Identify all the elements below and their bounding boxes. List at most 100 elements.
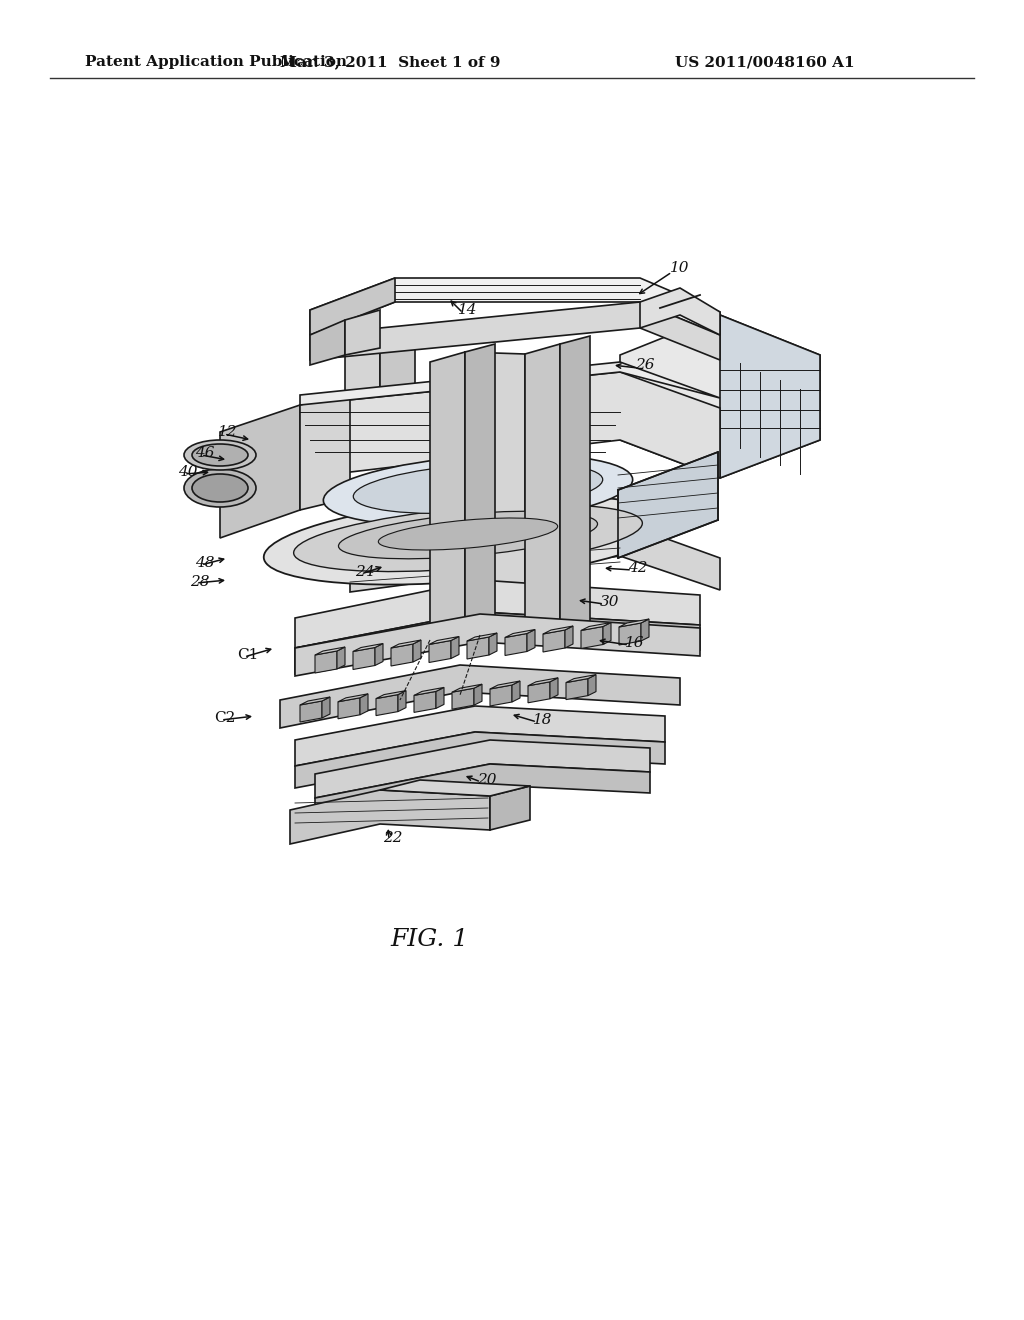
Text: 48: 48: [196, 556, 215, 570]
Polygon shape: [430, 352, 465, 649]
Polygon shape: [527, 630, 535, 652]
Polygon shape: [220, 405, 300, 539]
Polygon shape: [322, 697, 330, 718]
Text: 16: 16: [626, 636, 645, 649]
Polygon shape: [581, 623, 611, 631]
Polygon shape: [618, 619, 649, 627]
Polygon shape: [489, 634, 497, 655]
Polygon shape: [474, 684, 482, 705]
Polygon shape: [490, 785, 530, 830]
Polygon shape: [588, 675, 596, 696]
Polygon shape: [436, 688, 444, 709]
Ellipse shape: [294, 504, 642, 572]
Text: 40: 40: [178, 465, 198, 479]
Polygon shape: [295, 733, 665, 788]
Polygon shape: [565, 626, 573, 648]
Polygon shape: [414, 688, 444, 696]
Polygon shape: [295, 579, 700, 648]
Polygon shape: [391, 644, 413, 667]
Text: 20: 20: [477, 774, 497, 787]
Polygon shape: [300, 362, 720, 405]
Ellipse shape: [353, 462, 603, 513]
Ellipse shape: [193, 444, 248, 466]
Text: FIG. 1: FIG. 1: [391, 928, 469, 952]
Polygon shape: [376, 690, 406, 698]
Polygon shape: [310, 279, 395, 335]
Ellipse shape: [184, 469, 256, 507]
Polygon shape: [490, 681, 520, 689]
Text: 14: 14: [459, 304, 478, 317]
Polygon shape: [295, 706, 665, 766]
Text: 28: 28: [190, 576, 210, 589]
Ellipse shape: [324, 454, 633, 525]
Polygon shape: [467, 634, 497, 642]
Polygon shape: [465, 345, 495, 640]
Ellipse shape: [184, 440, 256, 470]
Polygon shape: [720, 315, 820, 478]
Polygon shape: [550, 677, 558, 698]
Polygon shape: [290, 789, 490, 843]
Text: 10: 10: [671, 261, 690, 275]
Text: 12: 12: [218, 425, 238, 440]
Ellipse shape: [339, 511, 598, 558]
Polygon shape: [528, 682, 550, 702]
Polygon shape: [376, 694, 398, 715]
Polygon shape: [451, 636, 459, 659]
Polygon shape: [566, 675, 596, 682]
Polygon shape: [353, 648, 375, 669]
Polygon shape: [315, 741, 650, 799]
Polygon shape: [398, 690, 406, 711]
Polygon shape: [528, 677, 558, 686]
Text: 30: 30: [600, 595, 620, 609]
Polygon shape: [310, 302, 720, 360]
Polygon shape: [375, 644, 383, 665]
Polygon shape: [295, 614, 700, 676]
Polygon shape: [295, 612, 700, 675]
Polygon shape: [345, 310, 380, 355]
Polygon shape: [391, 640, 421, 648]
Text: 22: 22: [383, 832, 402, 845]
Polygon shape: [543, 630, 565, 652]
Polygon shape: [543, 626, 573, 634]
Polygon shape: [300, 697, 330, 705]
Polygon shape: [353, 644, 383, 652]
Text: Patent Application Publication: Patent Application Publication: [85, 55, 347, 69]
Polygon shape: [414, 692, 436, 713]
Polygon shape: [300, 392, 350, 510]
Polygon shape: [300, 701, 322, 722]
Text: US 2011/0048160 A1: US 2011/0048160 A1: [676, 55, 855, 69]
Polygon shape: [337, 647, 345, 669]
Polygon shape: [338, 694, 368, 702]
Polygon shape: [512, 681, 520, 702]
Polygon shape: [315, 764, 650, 818]
Text: Mar. 3, 2011  Sheet 1 of 9: Mar. 3, 2011 Sheet 1 of 9: [280, 55, 501, 69]
Polygon shape: [452, 684, 482, 692]
Polygon shape: [581, 627, 603, 648]
Polygon shape: [618, 623, 641, 645]
Polygon shape: [280, 665, 680, 729]
Polygon shape: [350, 521, 720, 591]
Polygon shape: [618, 451, 718, 558]
Polygon shape: [620, 315, 820, 478]
Text: 26: 26: [635, 358, 654, 372]
Text: 24: 24: [355, 565, 375, 579]
Polygon shape: [310, 319, 345, 366]
Polygon shape: [300, 372, 720, 478]
Polygon shape: [505, 630, 535, 638]
Text: C1: C1: [238, 648, 259, 663]
Polygon shape: [467, 638, 489, 659]
Polygon shape: [338, 698, 360, 719]
Polygon shape: [315, 647, 345, 655]
Text: 46: 46: [196, 446, 215, 459]
Polygon shape: [413, 640, 421, 663]
Ellipse shape: [264, 495, 672, 585]
Polygon shape: [345, 342, 380, 445]
Polygon shape: [640, 288, 720, 335]
Polygon shape: [505, 634, 527, 656]
Text: 18: 18: [534, 713, 553, 727]
Text: C2: C2: [214, 711, 236, 725]
Polygon shape: [315, 651, 337, 673]
Polygon shape: [380, 780, 530, 796]
Ellipse shape: [378, 517, 558, 550]
Polygon shape: [429, 636, 459, 644]
